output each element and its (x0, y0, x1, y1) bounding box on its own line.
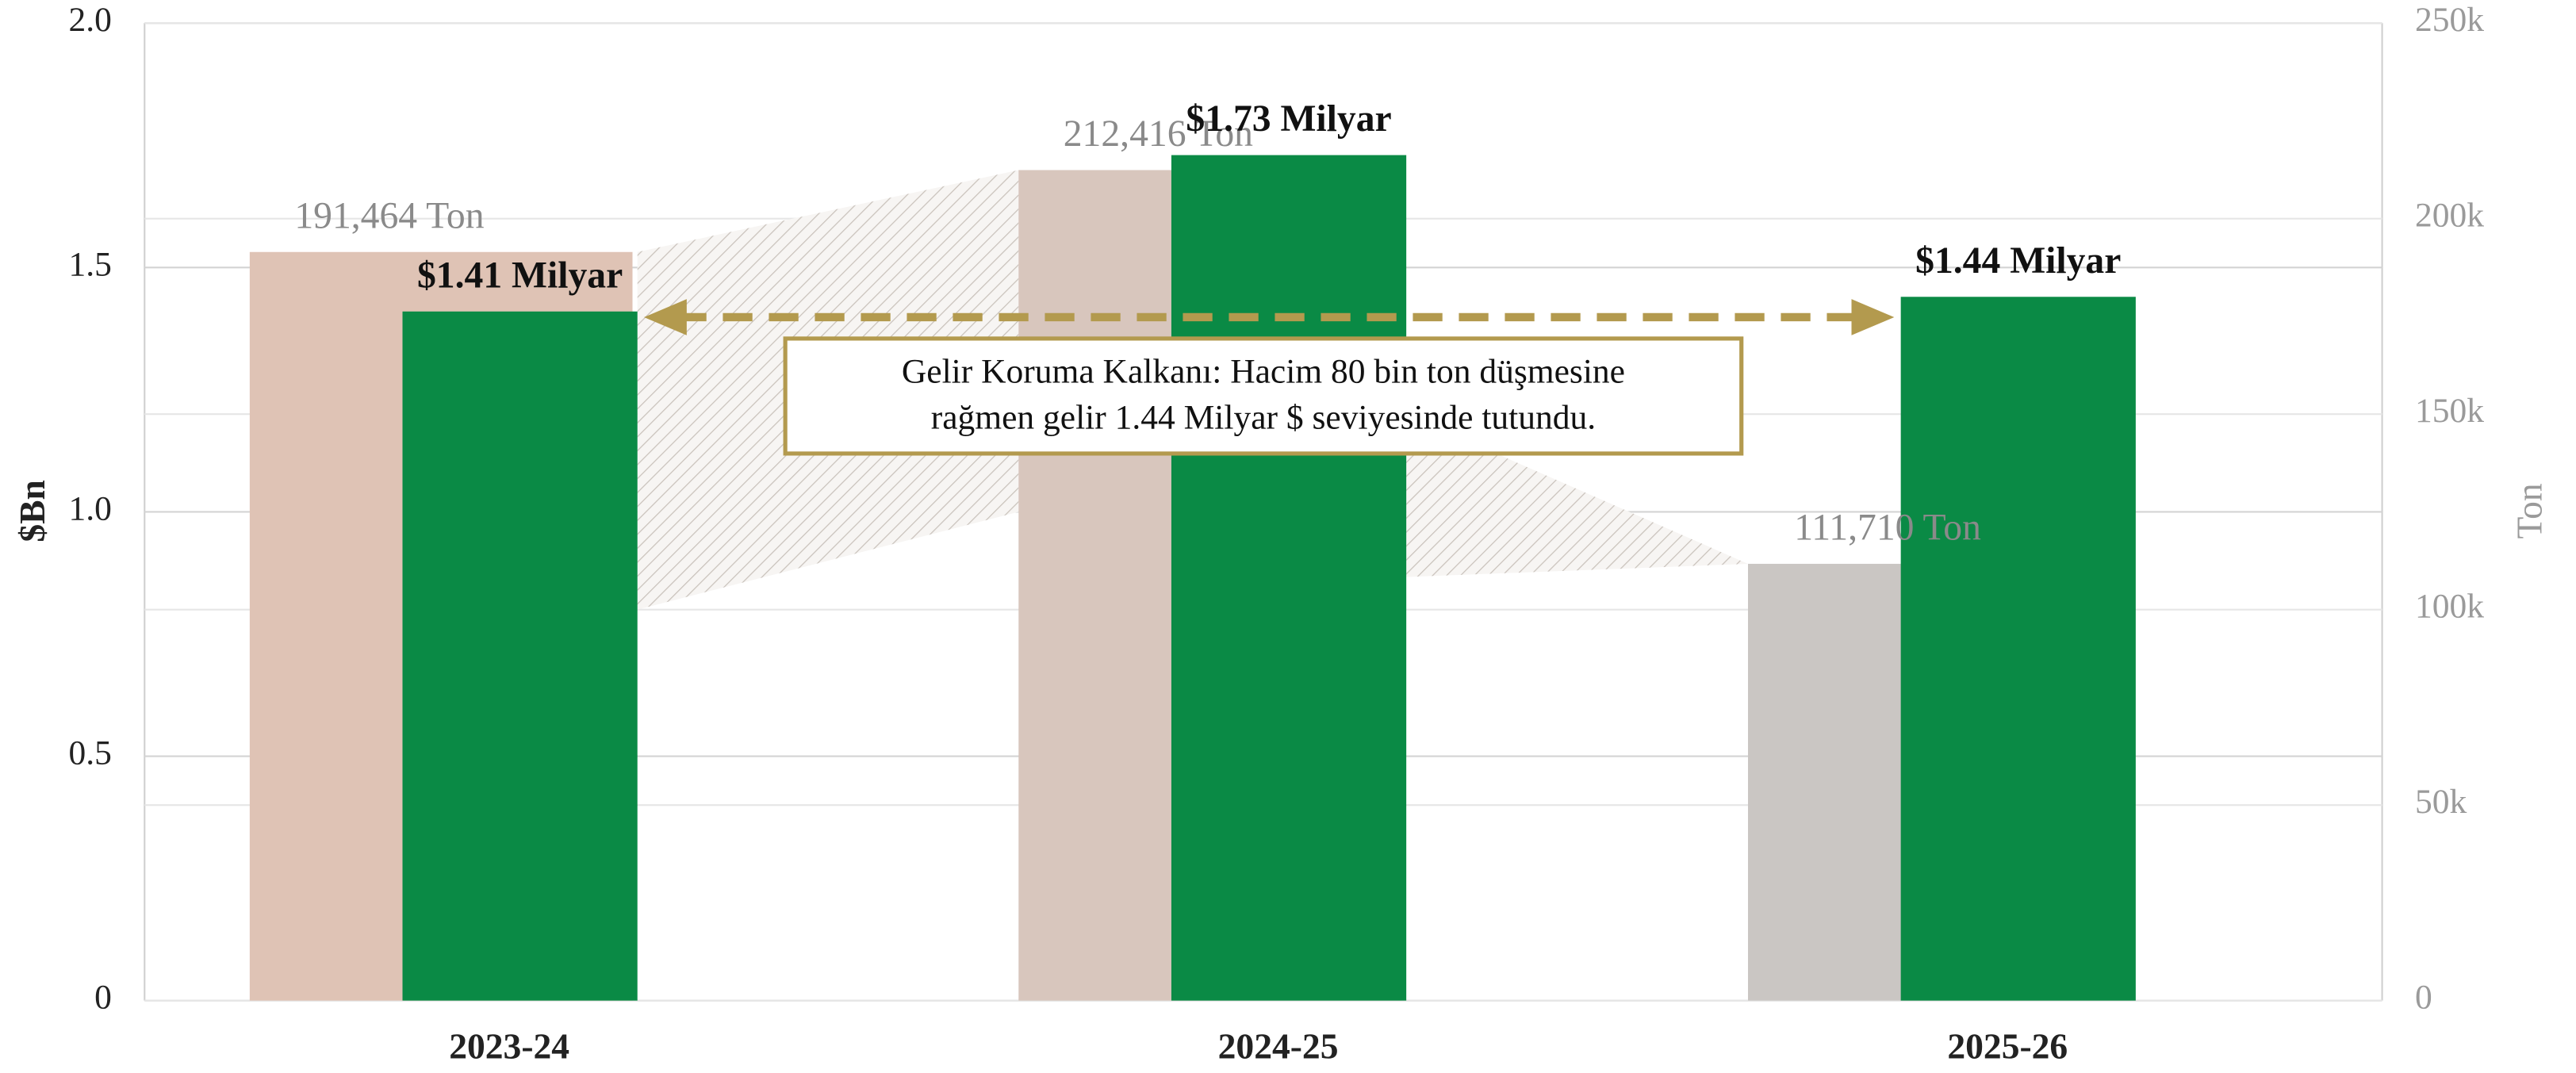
volume-label: 212,416 Ton (1064, 113, 1253, 155)
y-tick-label: 1.0 (68, 489, 111, 527)
overlay: 2023-24 191,464 Ton $1.41 Milyar 2024-25 212… (294, 98, 2121, 1066)
y2-tick-label: 50k (2415, 783, 2467, 821)
annotation-box (783, 336, 1744, 456)
y-tick-label: 0 (94, 979, 112, 1017)
y-tick-label: 2.0 (68, 1, 111, 39)
y2-tick-label: 250k (2415, 1, 2484, 39)
revenue-label: $1.73 Milyar (1186, 98, 1391, 140)
y2-tick-label: 100k (2415, 588, 2484, 626)
x-tick-label: 2024-25 (1218, 1025, 1339, 1066)
volume-label: 191,464 Ton (294, 195, 484, 236)
arrow-head (1851, 299, 1895, 335)
y2-tick-label: 0 (2415, 979, 2432, 1017)
revenue-bar (1900, 297, 2136, 1001)
y-axis-title: $Bn (12, 480, 52, 542)
volume-label: 111,710 Ton (1794, 507, 1981, 548)
annotation-text: Gelir Koruma Kalkanı: Hacim 80 bin ton d… (902, 352, 1625, 390)
x-tick-label: 2025-26 (1947, 1025, 2068, 1066)
bars (249, 155, 2136, 1001)
revenue-bar (402, 311, 638, 1001)
y2-tick-label: 150k (2415, 392, 2484, 430)
annotation-text: rağmen gelir 1.44 Milyar $ seviyesinde t… (931, 398, 1596, 436)
x-tick-label: 2023-24 (449, 1025, 569, 1066)
y-tick-label: 1.5 (68, 245, 111, 283)
y2-tick-label: 200k (2415, 197, 2484, 235)
revenue-label: $1.44 Milyar (1915, 240, 2121, 282)
revenue-bar (1171, 155, 1407, 1001)
arrow-head (644, 299, 687, 335)
y-tick-label: 0.5 (68, 734, 111, 772)
revenue-label: $1.41 Milyar (417, 255, 623, 296)
y2-axis-title: Ton (2509, 483, 2550, 538)
